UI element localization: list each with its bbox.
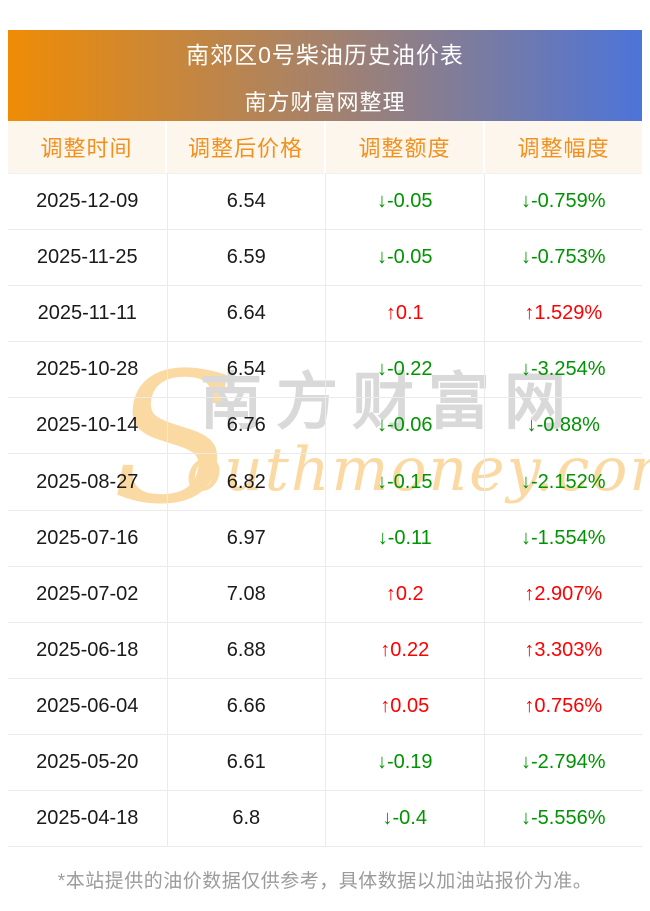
pct-cell: ↓-0.753%	[483, 230, 643, 286]
change-cell: ↑0.2	[325, 566, 484, 622]
table-row: 2025-06-04 6.66 ↑0.05 ↑0.756%	[8, 678, 643, 735]
change-cell: ↑0.05	[325, 678, 484, 734]
price-cell: 6.97	[166, 510, 326, 566]
column-header-change: 调整额度	[326, 121, 483, 173]
date-cell: 2025-10-14	[36, 414, 139, 437]
price-cell: 6.8	[166, 791, 326, 847]
date-cell: 2025-04-18	[36, 807, 139, 830]
table-row: 2025-12-09 6.54 ↓-0.05 ↓-0.759%	[8, 174, 643, 231]
page-subtitle: 南方财富网整理	[244, 90, 406, 115]
pct-cell: ↑0.756%	[483, 678, 643, 734]
price-table-card: 南郊区0号柴油历史油价表 南方财富网整理 调整时间 调整后价格 调整额度 调整幅…	[8, 30, 650, 893]
table-row: 2025-07-02 7.08 ↑0.2 ↑2.907%	[8, 566, 643, 623]
price-cell: 6.82	[166, 454, 326, 510]
date-cell: 2025-11-25	[36, 246, 138, 269]
column-header-pct: 调整幅度	[485, 121, 642, 173]
change-cell: ↓-0.06	[325, 398, 484, 454]
pct-cell: ↑3.303%	[483, 622, 643, 678]
table-row: 2025-08-27 6.82 ↓-0.15 ↓-2.152%	[8, 454, 643, 511]
banner: 南郊区0号柴油历史油价表 南方财富网整理	[8, 30, 642, 121]
table-row: 2025-10-28 6.54 ↓-0.22 ↓-3.254%	[8, 342, 643, 399]
pct-cell: ↓-2.152%	[483, 454, 643, 510]
change-cell: ↓-0.22	[325, 342, 484, 398]
table-row: 2025-07-16 6.97 ↓-0.11 ↓-1.554%	[8, 510, 643, 567]
price-cell: 6.54	[166, 342, 326, 398]
pct-cell: ↓-0.759%	[483, 174, 643, 230]
change-cell: ↓-0.4	[325, 791, 484, 847]
pct-cell: ↓-5.556%	[483, 791, 643, 847]
change-cell: ↑0.1	[325, 286, 484, 342]
change-cell: ↓-0.05	[325, 230, 484, 286]
date-cell: 2025-07-16	[36, 526, 139, 549]
change-cell: ↓-0.19	[325, 734, 484, 791]
pct-cell: ↑1.529%	[483, 286, 643, 342]
date-cell: 2025-05-20	[36, 750, 139, 773]
pct-cell: ↓-3.254%	[483, 342, 643, 398]
change-cell: ↓-0.15	[325, 454, 484, 510]
price-cell: 6.64	[166, 286, 326, 342]
table-row: 2025-04-18 6.8 ↓-0.4 ↓-5.556%	[8, 791, 643, 848]
date-cell: 2025-06-18	[36, 638, 139, 661]
table-row: 2025-11-11 6.64 ↑0.1 ↑1.529%	[8, 286, 643, 343]
page-title: 南郊区0号柴油历史油价表	[186, 42, 464, 68]
date-cell: 2025-06-04	[36, 694, 139, 717]
change-cell: ↑0.22	[325, 622, 484, 678]
date-cell: 2025-08-27	[36, 470, 139, 493]
price-cell: 6.54	[166, 174, 326, 230]
pct-cell: ↓-1.554%	[483, 510, 643, 566]
price-cell: 6.88	[166, 622, 326, 678]
price-cell: 6.76	[166, 398, 326, 454]
column-header-time: 调整时间	[8, 121, 165, 173]
table-header-row: 调整时间 调整后价格 调整额度 调整幅度	[8, 121, 642, 173]
table-row: 2025-06-18 6.88 ↑0.22 ↑3.303%	[8, 622, 643, 679]
pct-cell: ↑2.907%	[483, 566, 643, 622]
table-row: 2025-05-20 6.61 ↓-0.19 ↓-2.794%	[8, 734, 643, 792]
date-cell: 2025-12-09	[36, 190, 139, 213]
pct-cell: ↓-2.794%	[483, 734, 643, 791]
date-cell: 2025-07-02	[36, 582, 139, 605]
column-header-price: 调整后价格	[167, 121, 324, 173]
pct-cell: ↓-0.88%	[483, 398, 643, 454]
table-body: S 南方财富网 outhmoney.com 2025-12-09 6.54 ↓-…	[8, 173, 650, 848]
change-cell: ↓-0.11	[325, 510, 484, 566]
date-cell: 2025-11-11	[37, 302, 137, 325]
price-cell: 6.66	[166, 678, 326, 734]
date-cell: 2025-10-28	[36, 358, 139, 381]
price-cell: 6.61	[166, 734, 326, 791]
price-cell: 7.08	[166, 566, 326, 622]
table-row: 2025-10-14 6.76 ↓-0.06 ↓-0.88%	[8, 398, 643, 455]
change-cell: ↓-0.05	[325, 174, 484, 230]
table-row: 2025-11-25 6.59 ↓-0.05 ↓-0.753%	[8, 230, 643, 287]
price-cell: 6.59	[166, 230, 326, 286]
disclaimer-note: *本站提供的油价数据仅供参考，具体数据以加油站报价为准。	[57, 871, 593, 893]
